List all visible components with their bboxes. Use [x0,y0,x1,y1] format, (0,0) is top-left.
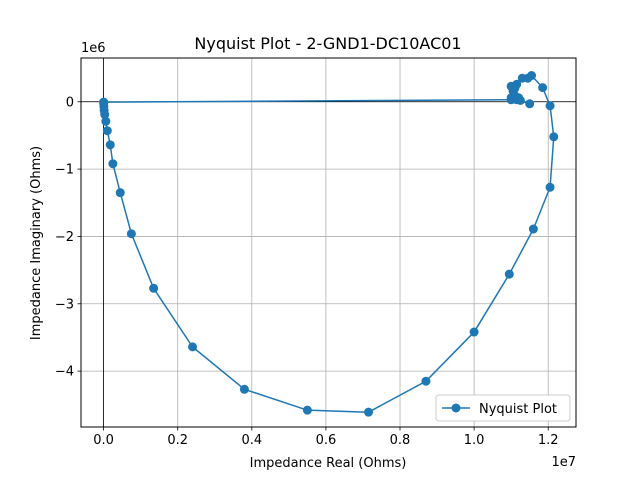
y-tick-label: −1 [55,163,74,178]
y-offset-label: 1e6 [81,41,106,56]
x-tick-label: 1.2 [538,433,559,448]
x-tick-label: 0.6 [316,433,337,448]
data-point [108,159,118,169]
y-ticks: 0 −1 −2 −3 −4 [55,95,81,380]
series-layer [99,71,559,417]
data-point [364,407,374,417]
data-point [239,384,249,394]
data-point [102,126,112,136]
chart-title: Nyquist Plot - 2-GND1-DC10AC01 [194,34,461,53]
y-tick-label: −4 [55,365,74,380]
x-tick-label: 0.2 [167,433,188,448]
y-axis-label: Impedance Imaginary (Ohms) [29,146,44,340]
data-point [115,188,125,198]
x-tick-label: 0.8 [390,433,411,448]
y-tick-label: −2 [55,230,74,245]
data-point [302,405,312,415]
x-axis-label: Impedance Real (Ohms) [250,456,407,471]
data-point [545,182,555,192]
legend-box [435,394,571,422]
data-point [149,283,159,293]
data-point [527,71,537,81]
legend: Nyquist Plot [435,394,571,422]
data-point [126,229,136,239]
data-point [99,97,109,107]
data-point [105,140,115,150]
data-point [538,83,548,93]
data-point [421,376,431,386]
data-point [525,99,535,109]
x-tick-label: 0.0 [93,433,114,448]
data-point [512,95,522,105]
data-point [510,83,520,93]
data-point [101,116,111,126]
data-point [528,224,538,234]
x-tick-label: 1.0 [464,433,485,448]
x-ticks: 0.0 0.2 0.4 0.6 0.8 1.0 1.2 [93,427,559,448]
y-tick-label: 0 [66,95,74,110]
data-point [469,327,479,337]
data-point [545,101,555,111]
x-offset-label: 1e7 [551,455,576,470]
data-point [188,342,198,352]
legend-label: Nyquist Plot [479,402,557,417]
axes-frame [80,57,577,428]
legend-marker [451,403,461,413]
data-point [549,132,559,142]
x-tick-label: 0.4 [241,433,262,448]
y-tick-label: −3 [55,297,74,312]
data-point [504,269,514,279]
